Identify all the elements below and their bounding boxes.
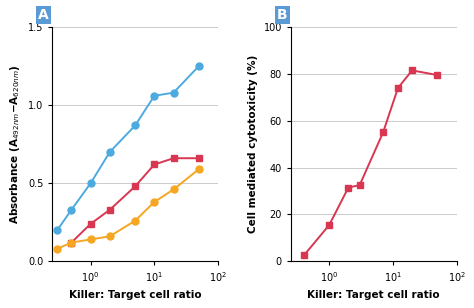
X-axis label: Killer: Target cell ratio: Killer: Target cell ratio xyxy=(69,290,201,300)
Text: A: A xyxy=(38,8,49,22)
Y-axis label: Absorbance (A$_{492nm}$−A$_{620nm}$): Absorbance (A$_{492nm}$−A$_{620nm}$) xyxy=(9,64,22,224)
Text: B: B xyxy=(277,8,288,22)
Y-axis label: Cell mediated cytotoxicity (%): Cell mediated cytotoxicity (%) xyxy=(248,55,258,233)
X-axis label: Killer: Target cell ratio: Killer: Target cell ratio xyxy=(308,290,440,300)
